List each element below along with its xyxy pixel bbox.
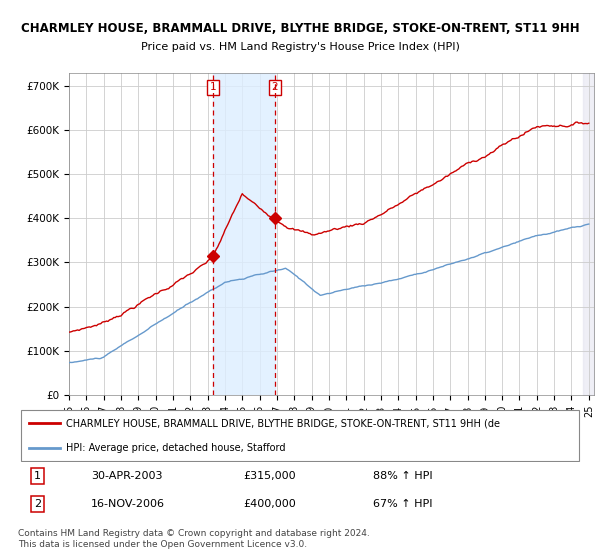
- Text: CHARMLEY HOUSE, BRAMMALL DRIVE, BLYTHE BRIDGE, STOKE-ON-TRENT, ST11 9HH: CHARMLEY HOUSE, BRAMMALL DRIVE, BLYTHE B…: [20, 22, 580, 35]
- Text: Contains HM Land Registry data © Crown copyright and database right 2024.
This d: Contains HM Land Registry data © Crown c…: [18, 529, 370, 549]
- Text: £400,000: £400,000: [244, 500, 296, 509]
- Text: 88% ↑ HPI: 88% ↑ HPI: [373, 471, 433, 481]
- Text: 1: 1: [210, 82, 217, 92]
- Text: 67% ↑ HPI: 67% ↑ HPI: [373, 500, 433, 509]
- FancyBboxPatch shape: [21, 410, 579, 461]
- Text: HPI: Average price, detached house, Stafford: HPI: Average price, detached house, Staf…: [66, 442, 286, 452]
- Text: 30-APR-2003: 30-APR-2003: [91, 471, 163, 481]
- Text: Price paid vs. HM Land Registry's House Price Index (HPI): Price paid vs. HM Land Registry's House …: [140, 42, 460, 52]
- Text: 1: 1: [34, 471, 41, 481]
- Text: 16-NOV-2006: 16-NOV-2006: [91, 500, 166, 509]
- Bar: [214, 73, 275, 395]
- Text: 2: 2: [34, 500, 41, 509]
- Text: 2: 2: [272, 82, 278, 92]
- Text: CHARMLEY HOUSE, BRAMMALL DRIVE, BLYTHE BRIDGE, STOKE-ON-TRENT, ST11 9HH (de: CHARMLEY HOUSE, BRAMMALL DRIVE, BLYTHE B…: [66, 418, 500, 428]
- Text: £315,000: £315,000: [244, 471, 296, 481]
